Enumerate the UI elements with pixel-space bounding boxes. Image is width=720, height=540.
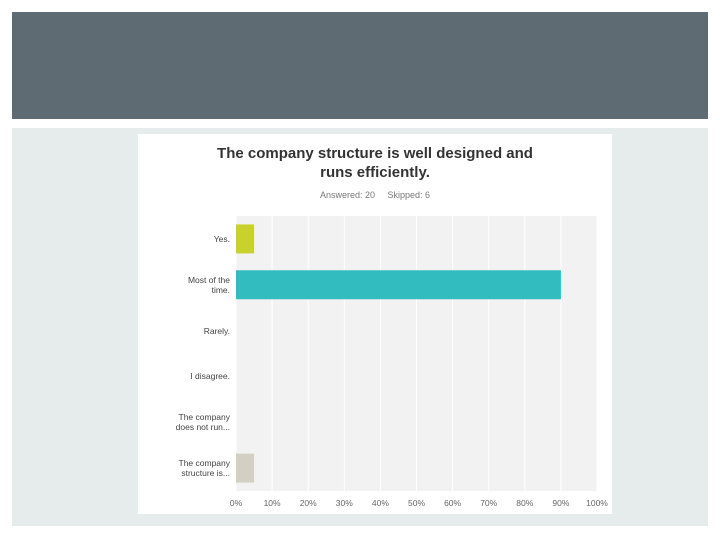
answered-count: Answered: 20 xyxy=(319,190,375,200)
skipped-count: Skipped: 6 xyxy=(387,190,431,200)
chart-title-line-1: The company structure is well designed a… xyxy=(217,145,533,162)
x-tick-label: 10% xyxy=(264,498,281,508)
x-tick-label: 20% xyxy=(300,498,317,508)
chart-card: The company structure is well designed a… xyxy=(138,134,612,514)
bar-6 xyxy=(236,453,255,483)
x-tick-label: 90% xyxy=(552,498,569,508)
chart-title: The company structure is well designed a… xyxy=(138,144,612,182)
x-tick-label: 0% xyxy=(230,498,243,508)
category-label: Most of the time. xyxy=(187,274,230,295)
x-tick-label: 80% xyxy=(516,498,533,508)
chart-title-line-2: runs efficiently. xyxy=(320,164,430,181)
x-tick-label: 100% xyxy=(586,498,608,508)
category-label: The company does not run... xyxy=(175,412,230,433)
header-band xyxy=(12,12,708,119)
x-tick-label: 70% xyxy=(480,498,497,508)
category-label: I disagree. xyxy=(190,371,230,382)
bar-1 xyxy=(236,224,255,254)
x-tick-label: 40% xyxy=(372,498,389,508)
bar-chart: 0% 10% 20% 30% 40% 50% 60% 70% 80% 90% 100% xyxy=(230,216,608,508)
category-label: The company structure is... xyxy=(178,458,231,479)
category-label: Yes. xyxy=(213,233,230,244)
response-summary: Answered: 20 Skipped: 6 xyxy=(138,190,612,200)
x-tick-label: 30% xyxy=(336,498,353,508)
x-tick-label: 50% xyxy=(408,498,425,508)
bar-2 xyxy=(236,270,561,300)
x-tick-label: 60% xyxy=(444,498,461,508)
category-label: Rarely. xyxy=(203,325,230,336)
